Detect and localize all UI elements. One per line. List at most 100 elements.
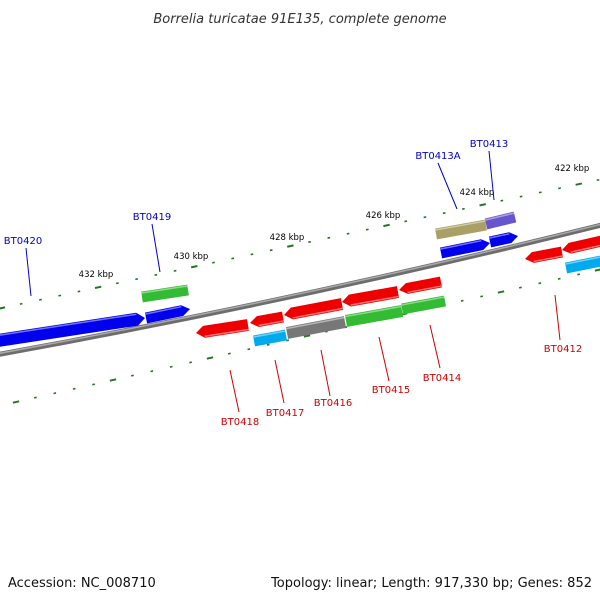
scale-label-430: 430 kbp <box>174 252 209 262</box>
gene-arrow-bt0413-blue-highlight <box>489 233 510 239</box>
leader-line-bt0413a <box>437 162 458 210</box>
gene-arrow-bt0413a[interactable] <box>435 219 487 240</box>
gene-arrow-bt0412a[interactable] <box>525 246 564 263</box>
leader-line-bt0418 <box>229 369 240 413</box>
scale-tick <box>500 199 504 202</box>
gene-arrow-bt0416[interactable] <box>284 298 344 320</box>
gene-label-bt0414[interactable]: BT0414 <box>423 373 461 384</box>
scale-tick <box>303 334 311 338</box>
gene-arrow-bt0414-highlight <box>407 285 442 294</box>
scale-tick <box>206 356 214 360</box>
scale-label-428: 428 kbp <box>270 233 305 243</box>
scale-tick <box>150 370 154 373</box>
scale-tick <box>497 290 505 294</box>
scale-label-426: 426 kbp <box>366 211 401 221</box>
gene-label-bt0415[interactable]: BT0415 <box>372 385 410 396</box>
gene-segment-gray[interactable] <box>285 316 347 339</box>
scale-tick <box>596 178 600 182</box>
scale-tick <box>538 282 542 285</box>
gene-arrow-bt0413-blue[interactable] <box>488 232 518 248</box>
gene-label-bt0417[interactable]: BT0417 <box>266 408 304 419</box>
gene-label-bt0413a[interactable]: BT0413A <box>415 151 460 162</box>
scale-tick <box>109 378 117 382</box>
scale-tick <box>442 211 446 215</box>
gene-segment-cyan-1[interactable] <box>252 329 288 347</box>
scale-tick <box>135 278 139 281</box>
gene-label-bt0419[interactable]: BT0419 <box>133 212 171 223</box>
scale-tick <box>92 383 96 386</box>
map-title: Borrelia turicatae 91E135, complete geno… <box>153 12 446 27</box>
scale-tick <box>130 374 134 377</box>
gene-label-bt0412[interactable]: BT0412 <box>544 344 582 355</box>
gene-segment-green-2-highlight <box>401 296 445 306</box>
gene-label-bt0420[interactable]: BT0420 <box>4 236 42 247</box>
gene-segment-cyan-2[interactable] <box>564 255 600 274</box>
gene-segment-gray-highlight <box>286 316 345 330</box>
gene-arrow-bt0420[interactable] <box>0 312 145 348</box>
gene-arrow-bt0414[interactable] <box>399 276 443 294</box>
leader-line-bt0417 <box>274 359 285 404</box>
gene-arrow-bt0415-highlight <box>350 295 399 306</box>
gene-label-bt0413[interactable]: BT0413 <box>470 139 508 150</box>
scale-tick <box>383 223 390 228</box>
gene-arrow-bt0419-partner[interactable] <box>144 305 190 324</box>
scale-tick <box>269 249 273 252</box>
scale-tick <box>461 207 465 210</box>
scale-tick <box>479 203 486 207</box>
leader-line-bt0419 <box>151 223 161 273</box>
gene-arrow-bt0413a-highlight <box>435 220 486 231</box>
leader-line-bt0416 <box>320 349 331 397</box>
scale-tick <box>189 361 193 364</box>
leader-line-bt0414 <box>429 324 441 369</box>
leader-line-bt0413 <box>488 150 495 201</box>
scale-tick <box>231 257 235 260</box>
gene-label-bt0418[interactable]: BT0418 <box>221 417 259 428</box>
scale-tick <box>72 387 76 390</box>
scale-tick <box>287 244 294 248</box>
gene-arrow-bt0419-highlight <box>141 285 188 294</box>
gene-arrow-bt0413a-blue[interactable] <box>439 239 490 259</box>
gene-segment-green-1[interactable] <box>344 305 404 327</box>
leader-line-bt0415 <box>378 336 390 382</box>
scale-tick <box>404 220 408 223</box>
scale-tick <box>39 298 42 301</box>
gene-segment-green-1-highlight <box>345 305 402 318</box>
scale-tick <box>286 339 290 342</box>
forward-tick-track <box>0 178 600 310</box>
gene-label-bt0416[interactable]: BT0416 <box>314 398 352 409</box>
gene-arrow-bt0419[interactable] <box>141 284 189 303</box>
scale-tick <box>519 195 523 198</box>
scale-tick <box>77 290 81 293</box>
scale-tick <box>190 265 198 269</box>
scale-tick <box>212 261 215 264</box>
scale-tick <box>327 236 331 239</box>
scale-tick <box>518 286 522 289</box>
scale-tick <box>577 273 581 276</box>
scale-tick <box>0 306 6 310</box>
genome-backbone-highlight <box>0 223 600 354</box>
gene-arrow-bt0412a-highlight <box>533 255 563 263</box>
gene-segment-cyan-2-highlight <box>565 256 600 265</box>
gene-arrow-bt0412b[interactable] <box>562 235 600 254</box>
scale-tick <box>33 396 37 399</box>
gene-arrow-bt0417-highlight <box>258 320 284 327</box>
genome-summary-text: Topology: linear; Length: 917,330 bp; Ge… <box>270 576 592 591</box>
scale-tick <box>169 365 173 368</box>
accession-text: Accession: NC_008710 <box>8 576 156 591</box>
scale-tick <box>480 295 484 298</box>
scale-tick <box>19 302 23 305</box>
gene-arrow-bt0417[interactable] <box>250 311 284 327</box>
gene-arrow-bt0412b-highlight <box>570 244 600 253</box>
scale-tick <box>460 299 464 302</box>
gene-arrow-bt0418[interactable] <box>196 319 249 338</box>
gene-segment-green-2[interactable] <box>400 295 447 315</box>
scale-tick <box>227 352 231 355</box>
gene-arrow-bt0413[interactable] <box>484 211 517 230</box>
scale-tick <box>575 182 583 186</box>
leader-line-bt0420 <box>25 247 32 297</box>
scale-label-432: 432 kbp <box>79 270 114 280</box>
scale-label-424: 424 kbp <box>460 188 495 198</box>
scale-tick <box>173 269 177 272</box>
gene-arrow-bt0415[interactable] <box>342 286 400 307</box>
